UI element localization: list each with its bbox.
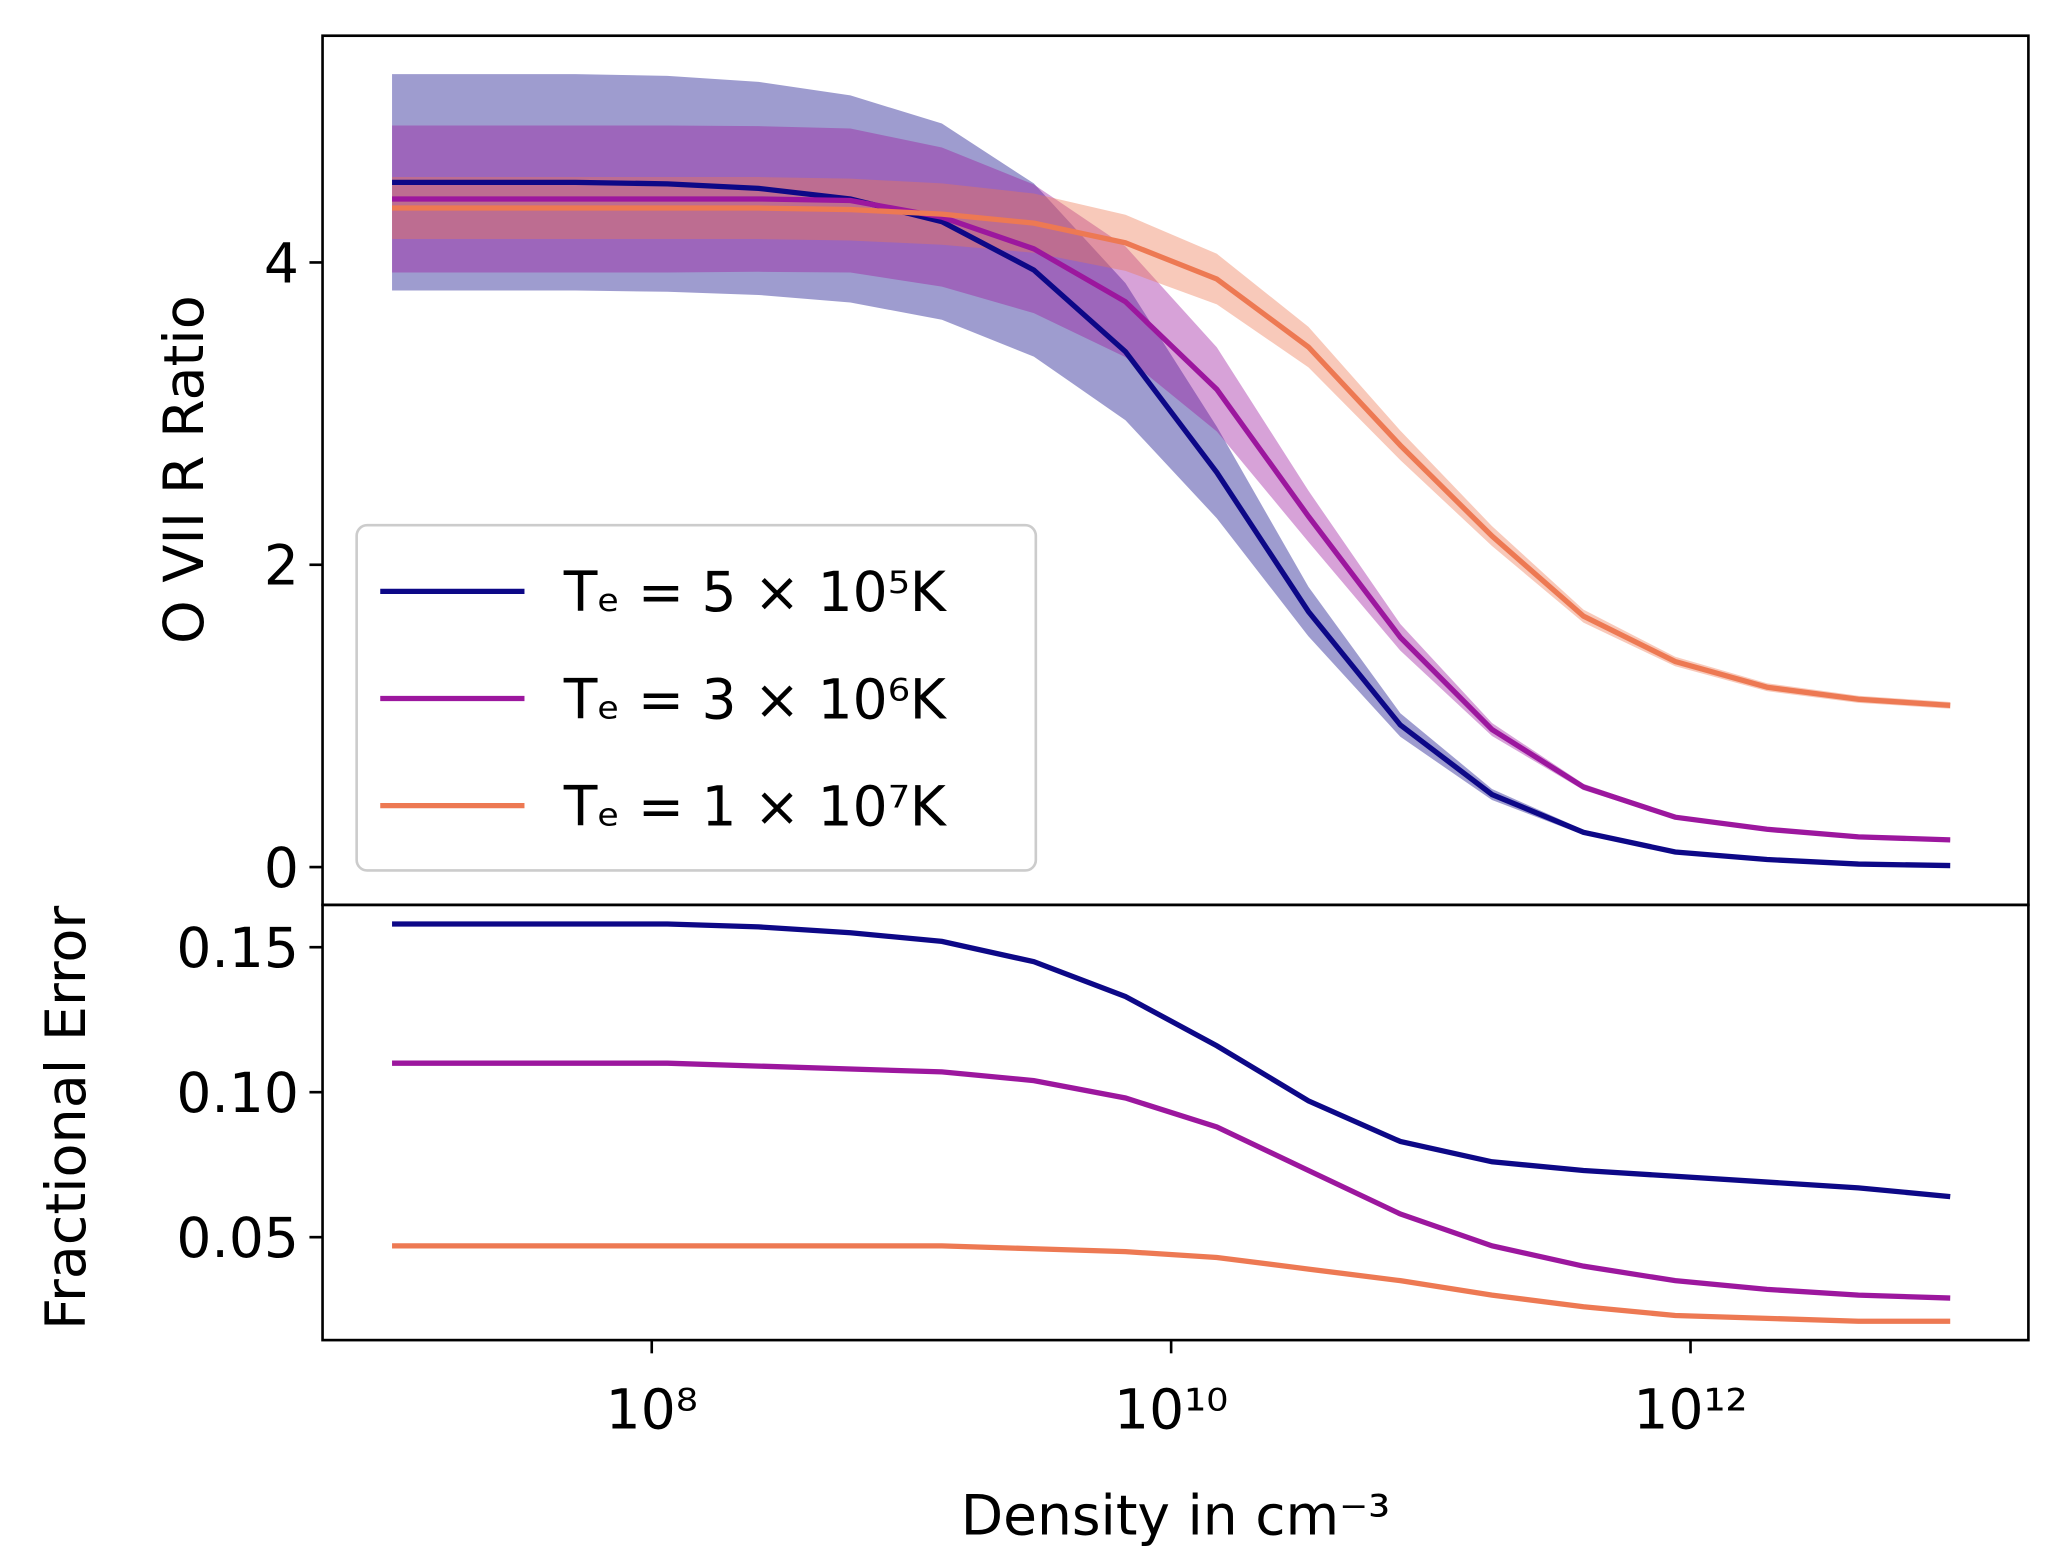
series-line xyxy=(392,205,1951,708)
y-tick-label: 0 xyxy=(264,837,299,901)
axes-frame xyxy=(321,903,2030,1342)
legend-label: Tₑ = 1 × 10⁷K xyxy=(563,775,948,839)
series-line xyxy=(392,921,1951,1200)
legend-label: Tₑ = 3 × 10⁶K xyxy=(563,668,948,732)
y-tick-label: 4 xyxy=(264,232,299,296)
series-line xyxy=(392,196,1951,843)
error-band xyxy=(392,177,1951,709)
y-axis-label: O VII R Ratio xyxy=(153,295,217,644)
y-tick-label: 2 xyxy=(264,534,299,598)
y-tick-label: 0.15 xyxy=(176,917,299,981)
y-axis-label: Fractional Error xyxy=(35,905,99,1329)
x-tick-label: 10¹⁰ xyxy=(1114,1379,1228,1443)
x-axis-label: Density in cm⁻³ xyxy=(961,1484,1390,1548)
legend-box xyxy=(355,523,1038,872)
error-band xyxy=(392,74,1951,866)
y-tick-label: 0.05 xyxy=(176,1207,299,1271)
series-line xyxy=(392,1243,1951,1324)
x-tick-label: 10⁸ xyxy=(606,1379,698,1443)
series-line xyxy=(392,1060,1951,1301)
legend-label: Tₑ = 5 × 10⁵K xyxy=(563,561,948,625)
y-tick-label: 0.10 xyxy=(176,1062,299,1126)
x-tick-label: 10¹² xyxy=(1633,1379,1747,1443)
series-line xyxy=(392,179,1951,869)
